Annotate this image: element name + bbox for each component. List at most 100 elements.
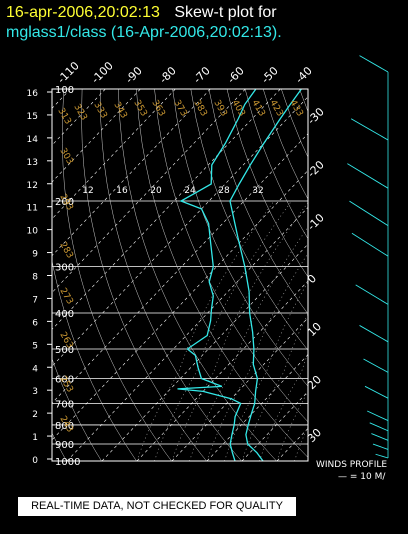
moist-adiabat-line xyxy=(312,201,408,461)
isotherm-line xyxy=(52,89,246,294)
isotherm-top-label: -60 xyxy=(225,64,247,86)
dry-adiabat-line xyxy=(299,89,308,113)
height-km-label: 11 xyxy=(27,204,38,214)
isotherm-line xyxy=(241,391,308,461)
wind-barb xyxy=(372,443,389,450)
dry-adiabat-label: 363 xyxy=(149,99,166,119)
pressure-tick-label: 200 xyxy=(55,197,74,208)
wind-barb xyxy=(359,325,389,343)
dry-adiabat-label: 303 xyxy=(57,147,74,167)
moist-adiabat-line xyxy=(154,200,292,461)
dry-adiabat-label: 353 xyxy=(131,99,148,119)
height-km-label: 8 xyxy=(32,273,38,283)
pressure-tick-label: 800 xyxy=(55,421,74,432)
isotherm-line xyxy=(312,89,408,461)
wind-barb xyxy=(367,410,389,422)
height-km-label: 13 xyxy=(27,158,38,168)
isotherm-top-label: -70 xyxy=(191,64,213,86)
mixing-ratio-label: 12 xyxy=(82,186,93,196)
wind-barb xyxy=(355,284,389,305)
dry-adiabat-label: 283 xyxy=(57,241,74,261)
mixing-ratio-label: 20 xyxy=(150,186,162,196)
moist-adiabat-line xyxy=(276,390,308,461)
isotherm-line xyxy=(52,89,176,220)
dry-adiabat-line xyxy=(172,89,308,387)
wind-barb xyxy=(364,385,389,399)
pressure-tick-label: 100 xyxy=(55,85,74,96)
moist-adiabat-line xyxy=(136,200,275,461)
height-km-label: 7 xyxy=(32,295,38,305)
wind-barb xyxy=(350,118,389,141)
moist-adiabat-line xyxy=(241,313,308,461)
moist-adiabat-line xyxy=(171,201,308,461)
moist-adiabat-line xyxy=(206,252,308,461)
dry-adiabat-label: 373 xyxy=(171,99,188,119)
isotherm-line xyxy=(52,170,308,441)
dry-adiabat-label: 413 xyxy=(249,99,266,119)
sounding-profiles xyxy=(177,89,302,461)
dry-adiabat-line xyxy=(390,89,408,461)
wind-barb xyxy=(349,200,389,226)
moist-adiabat-line xyxy=(224,281,308,461)
dry-adiabat-label: 393 xyxy=(211,99,228,119)
wind-barb xyxy=(351,232,389,257)
dry-adiabat-line xyxy=(118,89,277,461)
winds-profile-label: WINDS PROFILE xyxy=(316,460,388,470)
plot-frame xyxy=(51,88,309,462)
moist-adiabat-line xyxy=(294,425,308,461)
dry-adiabat-label: 343 xyxy=(111,101,128,121)
dry-adiabat-line xyxy=(226,89,308,278)
isotherm-top-label: -90 xyxy=(123,64,145,86)
quality-notice: REAL-TIME DATA, NOT CHECKED FOR QUALITY xyxy=(18,497,296,516)
isotherm-top-label: -110 xyxy=(55,59,82,86)
isotherm-top-label: -40 xyxy=(293,64,315,86)
height-km-label: 0 xyxy=(32,456,38,466)
isotherm-line xyxy=(206,354,308,461)
dry-adiabat-line xyxy=(62,89,172,461)
wind-profile xyxy=(347,55,389,459)
sounding-series-line xyxy=(229,89,302,461)
dry-adiabat-line xyxy=(52,357,102,461)
height-km-label: 2 xyxy=(32,410,38,420)
skew-t-plot: 1002003004005006007008009001000161514131… xyxy=(27,55,408,468)
dry-adiabat-label: 313 xyxy=(55,107,72,127)
dry-adiabat-label: 323 xyxy=(71,103,88,123)
height-km-label: 4 xyxy=(32,364,38,374)
isotherm-line xyxy=(52,89,211,257)
wind-barb xyxy=(359,55,389,73)
isotherm-line xyxy=(52,133,308,404)
plot-labels: 1002003004005006007008009001000161514131… xyxy=(27,59,327,468)
height-km-label: 3 xyxy=(32,387,38,397)
height-km-label: 5 xyxy=(32,341,38,351)
isotherm-line xyxy=(347,89,408,461)
title-line-1: 16-apr-2006,20:02:13 Skew-t plot for xyxy=(6,4,277,22)
height-km-label: 9 xyxy=(32,250,38,260)
wind-barb xyxy=(369,422,389,432)
height-km-label: 14 xyxy=(27,135,39,145)
pressure-tick-label: 600 xyxy=(55,374,74,385)
moist-adiabat-line xyxy=(189,226,308,461)
dry-adiabat-line xyxy=(208,89,308,315)
isotherm-right-label: 0 xyxy=(305,272,319,286)
sounding-series-line xyxy=(177,89,257,461)
height-km-label: 10 xyxy=(27,227,39,237)
dry-adiabat-line xyxy=(52,432,67,461)
dry-adiabat-line xyxy=(354,89,408,461)
isotherm-line xyxy=(66,206,308,461)
isotherm-line xyxy=(52,89,281,330)
pressure-tick-label: 300 xyxy=(55,262,74,273)
pressure-tick-label: 500 xyxy=(55,345,74,356)
pressure-tick-label: 700 xyxy=(55,399,74,410)
height-km-label: 12 xyxy=(27,181,38,191)
isotherm-line xyxy=(52,89,106,146)
mixing-ratio-label: 16 xyxy=(116,186,128,196)
isotherm-line xyxy=(136,280,308,461)
isotherm-top-label: -50 xyxy=(259,64,281,86)
height-km-label: 15 xyxy=(27,112,38,122)
title-subtitle: mglass1/class (16-Apr-2006,20:02:13). xyxy=(6,24,282,41)
dry-adiabat-line xyxy=(154,89,308,423)
height-km-label: 1 xyxy=(32,433,38,443)
isotherm-top-label: -80 xyxy=(157,64,179,86)
isotherm-line xyxy=(171,317,308,461)
winds-scale-label: — = 10 M/ xyxy=(338,472,386,482)
